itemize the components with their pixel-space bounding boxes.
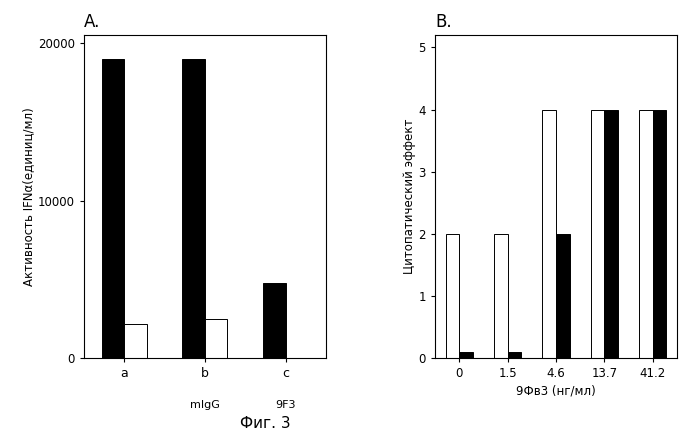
Bar xyxy=(542,110,556,358)
Bar xyxy=(639,110,653,358)
Text: B.: B. xyxy=(435,13,452,31)
Bar xyxy=(101,59,124,358)
Y-axis label: Цитопатический эффект: Цитопатический эффект xyxy=(403,119,415,274)
Bar xyxy=(445,234,459,358)
Bar xyxy=(459,352,473,358)
Text: Фиг. 3: Фиг. 3 xyxy=(240,416,290,431)
Bar xyxy=(182,59,205,358)
Bar xyxy=(507,352,521,358)
Text: mIgG: mIgG xyxy=(190,400,220,410)
Text: 9F3: 9F3 xyxy=(275,400,296,410)
Bar xyxy=(494,234,507,358)
Bar xyxy=(556,234,570,358)
Y-axis label: Активность IFNα(единиц/мл): Активность IFNα(единиц/мл) xyxy=(22,107,35,286)
Bar xyxy=(205,319,228,358)
Bar xyxy=(263,283,285,358)
Text: A.: A. xyxy=(84,13,100,31)
X-axis label: 9Фв3 (нг/мл): 9Фв3 (нг/мл) xyxy=(516,385,596,398)
Bar xyxy=(653,110,667,358)
Bar xyxy=(124,324,147,358)
Bar xyxy=(591,110,604,358)
Bar xyxy=(604,110,618,358)
